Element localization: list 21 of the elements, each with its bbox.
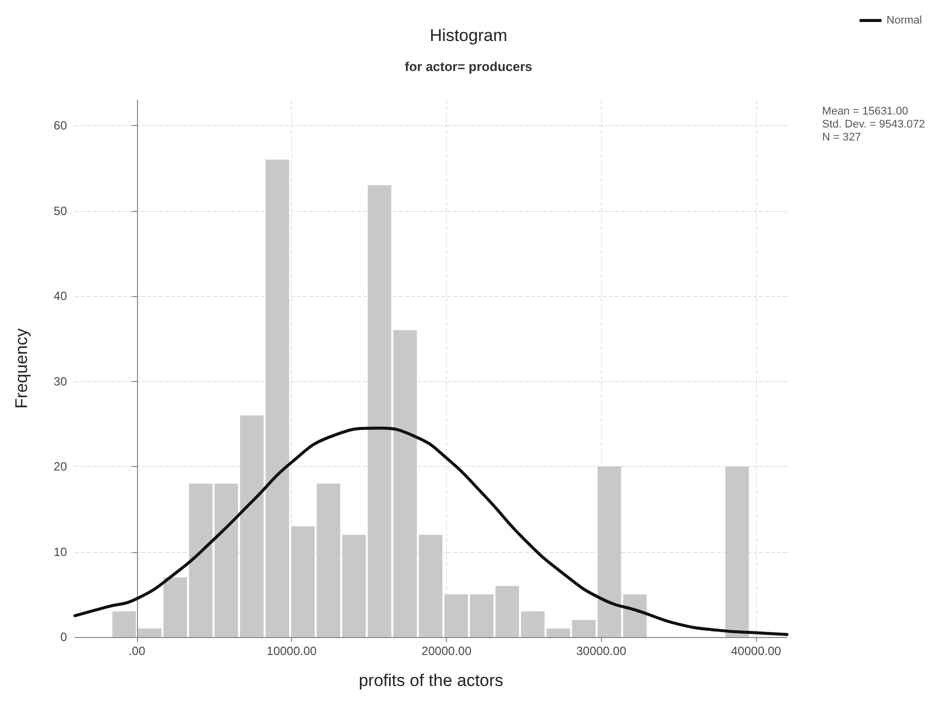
chart-subtitle: for actor= producers	[404, 59, 532, 74]
x-tick-label: 20000.00	[421, 644, 472, 658]
x-tick-label: 30000.00	[576, 644, 627, 658]
line-series	[74, 426, 788, 636]
y-tick-label: 50	[54, 204, 68, 218]
text: Std. Dev. = 9543.072	[822, 118, 926, 130]
y-tick-label: 30	[54, 374, 68, 388]
y-tick-label: 0	[60, 630, 68, 644]
text: Mean = 15631.00	[822, 106, 908, 118]
y-tick-label: 20	[54, 460, 68, 474]
text: N = 327	[822, 132, 862, 144]
legend-label: Normal	[886, 14, 922, 26]
y-axis-title: Frequency	[12, 328, 31, 409]
y-tick-label: 60	[54, 118, 68, 133]
y-tick-label: 10	[54, 544, 68, 559]
y-tick-label: 40	[54, 289, 68, 304]
x-tick-label: 40000.00	[731, 644, 782, 658]
x-tick-label: .00	[128, 644, 146, 658]
x-tick-label: 10000.00	[266, 644, 318, 658]
chart-title: Histogram	[430, 26, 508, 45]
x-axis-title: profits of the actors	[358, 671, 504, 690]
